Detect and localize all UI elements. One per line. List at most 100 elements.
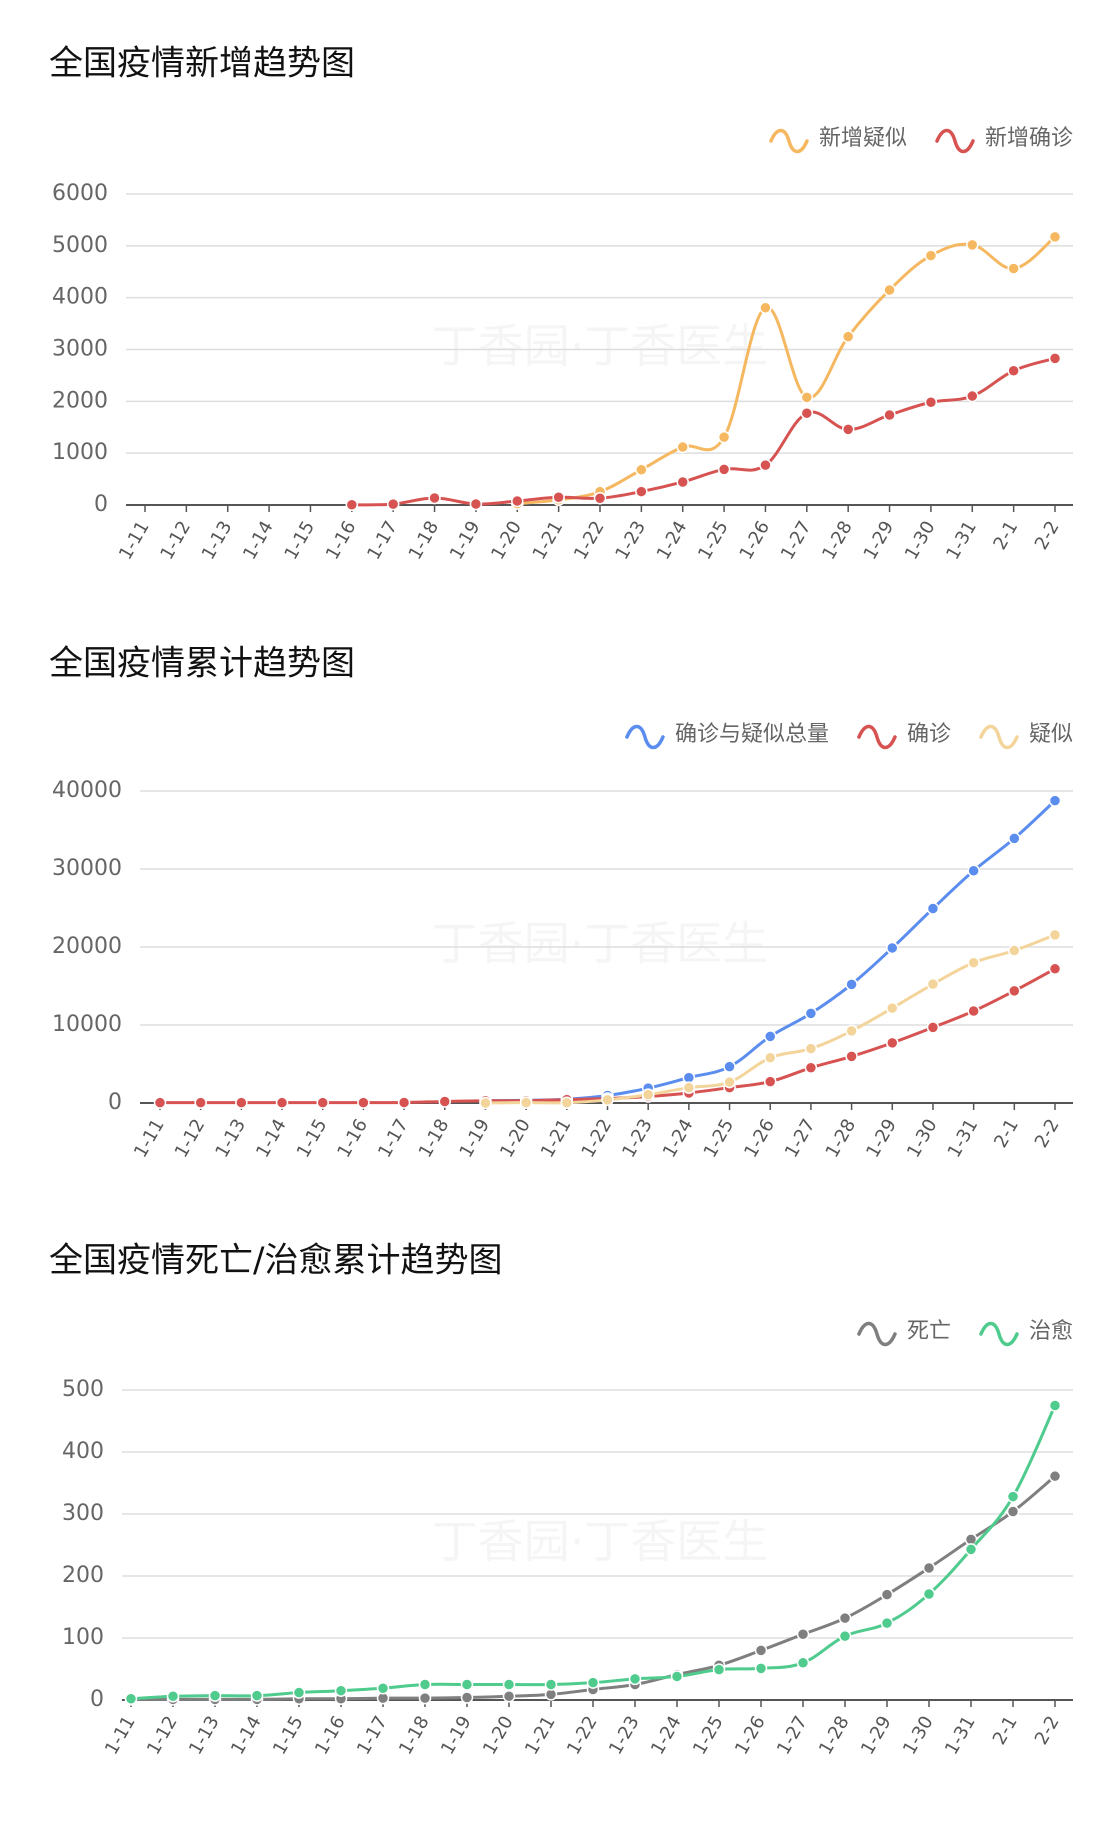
y-tick-label: 30000 [52, 856, 122, 881]
data-point [593, 491, 607, 505]
data-point [845, 1024, 858, 1038]
data-point [635, 485, 648, 498]
x-tick-label: 1-15 [280, 518, 319, 564]
chart-title: 全国疫情死亡/治愈累计趋势图 [49, 1241, 502, 1281]
data-point [926, 1021, 940, 1034]
data-point [397, 1096, 411, 1109]
x-tick-label: 1-23 [605, 1713, 644, 1759]
data-point [1008, 944, 1021, 957]
data-point [511, 494, 524, 508]
data-point [967, 1004, 980, 1018]
y-tick-label: 400 [62, 1439, 104, 1464]
data-point [479, 1096, 492, 1110]
data-point [926, 902, 940, 915]
data-point [886, 941, 899, 955]
y-tick-label: 6000 [52, 181, 108, 206]
data-point [1008, 984, 1021, 998]
y-tick-label: 3000 [52, 337, 108, 362]
data-point [922, 1587, 936, 1601]
data-point [1048, 1469, 1062, 1483]
data-point [841, 330, 855, 343]
legend-icon [979, 1321, 1019, 1347]
x-tick-label: 1-20 [487, 518, 526, 564]
data-point [717, 463, 731, 476]
data-point [460, 1678, 474, 1691]
y-tick-label: 100 [62, 1625, 104, 1650]
y-tick-label: 5000 [52, 233, 108, 258]
data-point [800, 391, 814, 404]
x-tick-label: 2-2 [1031, 1713, 1064, 1749]
x-tick-label: 1-29 [860, 518, 899, 564]
x-tick-label: 1-13 [198, 518, 237, 564]
x-tick-label: 1-30 [903, 1116, 942, 1162]
x-tick-label: 2-2 [1031, 1116, 1064, 1152]
data-point [124, 1692, 138, 1706]
x-tick-label: 1-31 [941, 1713, 980, 1759]
data-point [376, 1681, 390, 1695]
x-tick-label: 1-11 [115, 518, 154, 564]
data-point [469, 497, 483, 511]
x-tick-label: 1-13 [185, 1713, 224, 1759]
data-point [292, 1686, 306, 1699]
data-point [880, 1588, 894, 1601]
x-tick-label: 1-27 [773, 1713, 812, 1759]
series-line [160, 967, 1056, 1105]
data-point [1008, 832, 1021, 845]
x-tick-label: 1-19 [437, 1713, 476, 1759]
data-point [845, 1050, 858, 1063]
data-point [723, 1075, 736, 1089]
legend-label: 治愈 [1029, 1319, 1073, 1344]
y-tick-label: 2000 [52, 388, 108, 413]
data-point [552, 491, 565, 504]
data-point [800, 406, 814, 420]
x-tick-label: 1-28 [818, 518, 857, 564]
data-point [796, 1656, 810, 1670]
x-tick-label: 1-25 [694, 518, 733, 564]
y-tick-label: 10000 [52, 1012, 122, 1037]
data-point [838, 1611, 852, 1625]
y-tick-label: 300 [62, 1501, 104, 1526]
y-tick-label: 40000 [52, 778, 122, 803]
data-point [926, 977, 940, 991]
x-tick-label: 1-31 [944, 1116, 983, 1162]
x-tick-label: 1-23 [618, 1116, 657, 1162]
y-tick-label: 0 [94, 492, 108, 517]
data-point [628, 1672, 642, 1686]
data-point [796, 1628, 810, 1641]
x-tick-label: 1-11 [130, 1116, 169, 1162]
x-tick-label: 1-18 [395, 1713, 434, 1759]
data-point [166, 1690, 180, 1703]
legend-icon [979, 724, 1019, 750]
x-tick-label: 1-21 [537, 1116, 576, 1162]
x-tick-label: 1-18 [405, 518, 444, 564]
data-point [357, 1096, 370, 1109]
x-tick-label: 1-29 [862, 1116, 901, 1162]
x-tick-label: 1-26 [740, 1116, 779, 1162]
legend-icon [625, 724, 665, 750]
data-point [428, 491, 441, 505]
x-tick-label: 1-12 [143, 1713, 182, 1759]
data-point [838, 1629, 852, 1643]
x-tick-label: 1-21 [521, 1713, 560, 1759]
x-tick-label: 1-15 [269, 1713, 308, 1759]
legend-icon [935, 128, 975, 154]
data-point [345, 498, 359, 512]
data-point [1007, 364, 1020, 378]
legend-icon [769, 128, 809, 154]
chart-title: 全国疫情累计趋势图 [49, 644, 355, 684]
data-point [924, 249, 938, 262]
x-tick-label: 1-25 [700, 1116, 739, 1162]
legend-label: 疑似 [1029, 722, 1073, 747]
data-point [208, 1689, 222, 1702]
y-tick-label: 0 [90, 1687, 104, 1712]
x-tick-label: 1-19 [446, 518, 485, 564]
data-point [723, 1060, 736, 1073]
x-tick-label: 1-24 [653, 518, 692, 564]
x-tick-label: 1-27 [781, 1116, 820, 1162]
data-point [386, 497, 400, 511]
watermark: 丁香园·丁香医生 [432, 917, 769, 971]
data-point [763, 1030, 777, 1043]
x-tick-label: 1-19 [455, 1116, 494, 1162]
data-point [1048, 962, 1062, 976]
